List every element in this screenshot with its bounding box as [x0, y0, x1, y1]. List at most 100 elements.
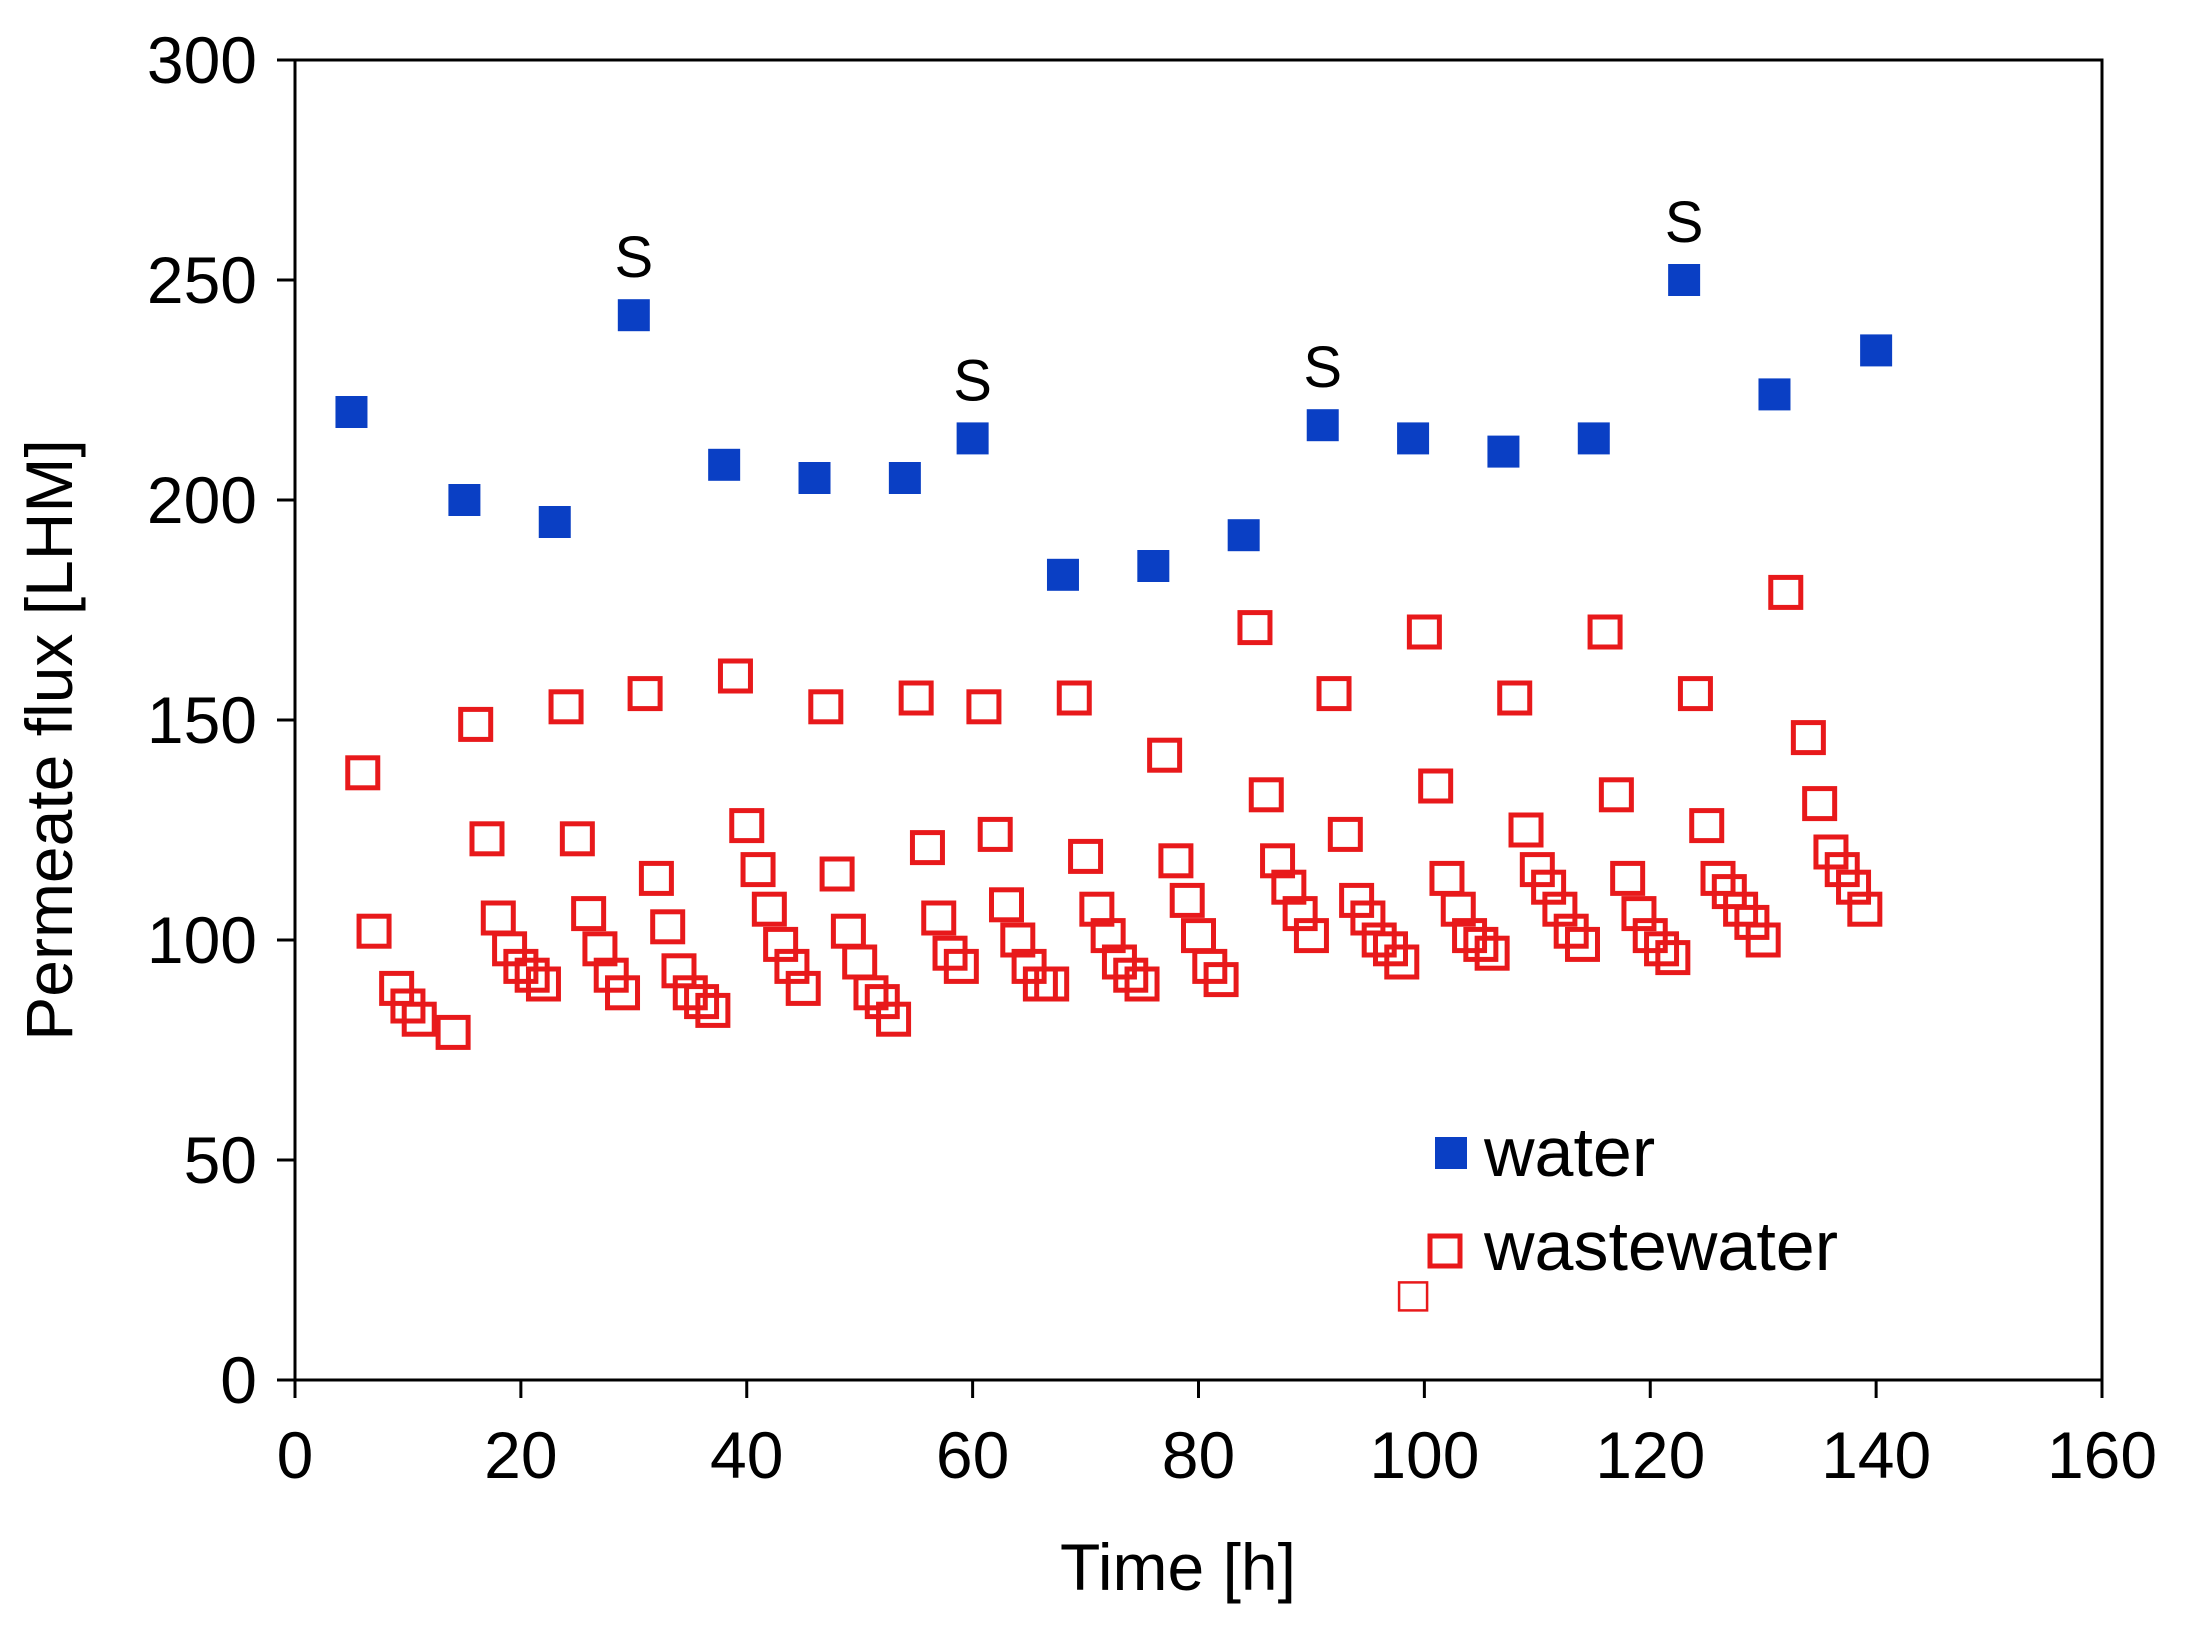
wastewater-point: [1610, 860, 1646, 896]
water-point: [1668, 264, 1701, 296]
wastewater-point: [1113, 957, 1149, 993]
wastewater-point: [525, 966, 561, 1002]
x-tick-label: 60: [936, 1418, 1009, 1492]
wastewater-point: [830, 913, 866, 949]
wastewater-point: [1745, 922, 1781, 958]
wastewater-point: [1689, 808, 1725, 844]
x-tick-label: 80: [1162, 1418, 1235, 1492]
water-point: [617, 299, 650, 332]
x-tick-label: 140: [1821, 1418, 1931, 1492]
x-axis-ticks: 0 20 40 60 80 100 120 140 160: [277, 1380, 2157, 1492]
y-axis-title: Permeate flux [LHM]: [12, 439, 86, 1041]
wastewater-point: [1327, 816, 1363, 852]
wastewater-point: [1497, 680, 1533, 716]
wastewater-point: [435, 1014, 471, 1050]
annotation-label: S: [1303, 335, 1342, 400]
water-point: [448, 484, 481, 516]
wastewater-point: [458, 706, 494, 742]
wastewater-point: [977, 816, 1013, 852]
wastewater-point: [1734, 904, 1770, 940]
wastewater-point: [819, 856, 855, 892]
x-tick-label: 0: [277, 1418, 314, 1492]
wastewater-point: [503, 948, 539, 984]
y-tick-label: 0: [220, 1343, 257, 1417]
water-point: [1137, 550, 1170, 582]
wastewater-point: [1813, 834, 1849, 870]
wastewater-point: [605, 975, 641, 1011]
wastewater-point: [740, 852, 776, 888]
wastewater-point: [1316, 676, 1352, 712]
legend-wastewater-label: wastewater: [1483, 1207, 1838, 1285]
wastewater-point: [1079, 891, 1115, 927]
wastewater-point: [1260, 843, 1296, 879]
x-tick-label: 20: [484, 1418, 557, 1492]
y-tick-label: 250: [147, 243, 257, 317]
wastewater-point: [1802, 786, 1838, 822]
annotation-label: S: [953, 348, 992, 413]
wastewater-point: [1361, 922, 1397, 958]
wastewater-point: [1169, 882, 1205, 918]
annotation-label: S: [614, 225, 653, 290]
wastewater-point: [853, 975, 889, 1011]
water-point: [1227, 519, 1260, 552]
wastewater-point: [1418, 768, 1454, 804]
wastewater-point: [1564, 926, 1600, 962]
wastewater-point: [593, 957, 629, 993]
water-point: [798, 462, 831, 494]
y-tick-label: 100: [147, 903, 257, 977]
wastewater-point: [1711, 874, 1747, 910]
wastewater-point: [774, 948, 810, 984]
wastewater-point: [684, 984, 720, 1020]
x-tick-label: 120: [1595, 1418, 1705, 1492]
water-point: [1860, 334, 1893, 367]
wastewater-point: [751, 891, 787, 927]
wastewater-point: [1429, 860, 1465, 896]
wastewater-point: [1034, 966, 1070, 1002]
wastewater-point: [1824, 852, 1860, 888]
wastewater-point: [1655, 940, 1691, 976]
y-tick-label: 200: [147, 463, 257, 537]
wastewater-point: [921, 900, 957, 936]
wastewater-point: [1847, 891, 1883, 927]
x-tick-label: 160: [2047, 1418, 2157, 1492]
wastewater-point: [559, 821, 595, 857]
wastewater-point: [989, 887, 1025, 923]
wastewater-point: [1587, 614, 1623, 650]
annotation-label: S: [1665, 190, 1704, 255]
wastewater-point: [1463, 926, 1499, 962]
wastewater-point: [785, 970, 821, 1006]
wastewater-point: [1158, 843, 1194, 879]
wastewater-point: [1519, 852, 1555, 888]
wastewater-point: [571, 896, 607, 932]
x-axis-title: Time [h]: [1060, 1530, 1296, 1604]
wastewater-point: [729, 808, 765, 844]
wastewater-point: [650, 909, 686, 945]
wastewater-point: [582, 931, 618, 967]
wastewater-point: [1181, 918, 1216, 954]
wastewater-point: [763, 926, 799, 962]
wastewater-point: [1022, 966, 1058, 1002]
water-point: [888, 462, 921, 494]
data-points: [335, 264, 1893, 1312]
wastewater-point: [1124, 966, 1160, 1002]
wastewater-point: [842, 944, 878, 980]
wastewater-point: [480, 900, 516, 936]
water-point: [335, 396, 368, 428]
water-point: [1046, 558, 1079, 591]
y-tick-label: 300: [147, 23, 257, 97]
wastewater-point: [401, 1001, 437, 1037]
wastewater-point: [1271, 869, 1307, 905]
wastewater-point: [1452, 918, 1488, 954]
wastewater-point: [943, 948, 979, 984]
y-tick-label: 150: [147, 683, 257, 757]
wastewater-point: [1056, 680, 1092, 716]
wastewater-point: [1677, 676, 1713, 712]
wastewater-point: [1384, 944, 1420, 980]
wastewater-point: [1068, 838, 1104, 874]
wastewater-point: [1474, 935, 1510, 971]
wastewater-point: [1248, 777, 1284, 813]
wastewater-point: [661, 953, 697, 989]
legend: water wastewater: [1427, 1113, 1838, 1285]
wastewater-point: [1768, 574, 1804, 610]
wastewater-point: [638, 860, 674, 896]
